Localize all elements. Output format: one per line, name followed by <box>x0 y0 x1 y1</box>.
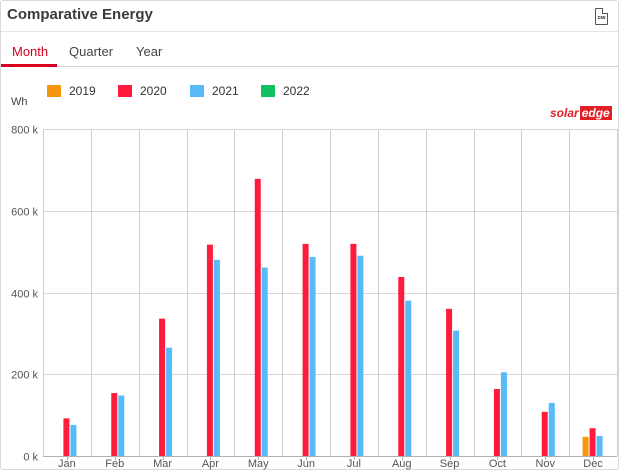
x-tick-label-dec: Dec <box>583 458 603 470</box>
bar-2020-nov <box>541 411 548 456</box>
y-tick-label-0: 0 k <box>23 452 38 464</box>
period-tabs: Month Quarter Year <box>1 32 618 67</box>
x-tick-label-nov: Nov <box>535 458 555 470</box>
bar-2021-jul <box>357 255 364 456</box>
x-tick-label-jun: Jun <box>297 458 315 470</box>
legend-swatch-2019 <box>47 85 61 97</box>
csv-export-icon[interactable]: csv <box>595 8 608 25</box>
bar-2020-dec <box>589 428 596 456</box>
bar-2021-nov <box>548 402 555 456</box>
legend-swatch-2020 <box>118 85 132 97</box>
bar-2021-apr <box>213 259 220 456</box>
bar-2020-apr <box>206 244 213 456</box>
x-tick-label-feb: Feb <box>105 458 124 470</box>
bar-2020-may <box>254 178 261 456</box>
x-tick-label-sep: Sep <box>440 458 460 470</box>
x-tick-label-apr: Apr <box>202 458 219 470</box>
bar-2021-may <box>261 267 268 456</box>
y-tick-label-3: 600 k <box>11 207 38 219</box>
bar-2020-feb <box>111 393 118 456</box>
bar-2021-dec <box>596 435 603 456</box>
bar-2020-jul <box>350 243 357 456</box>
y-axis-unit-label: Wh <box>11 96 28 108</box>
legend-swatch-2021 <box>190 85 204 97</box>
x-tick-label-may: May <box>248 458 269 470</box>
x-tick-label-jul: Jul <box>347 458 361 470</box>
csv-icon-text: csv <box>597 15 606 21</box>
bar-2021-feb <box>118 395 125 456</box>
x-tick-label-oct: Oct <box>489 458 506 470</box>
bar-2021-jun <box>309 256 316 456</box>
bar-2020-mar <box>159 318 166 456</box>
y-tick-label-1: 200 k <box>11 370 38 382</box>
bar-2019-dec <box>582 436 589 456</box>
active-tab-indicator <box>1 64 57 67</box>
tab-year[interactable]: Year <box>136 44 163 59</box>
y-tick-label-2: 400 k <box>11 289 38 301</box>
legend-swatch-2022 <box>261 85 275 97</box>
logo-text-solar: solar <box>550 106 579 120</box>
x-tick-label-aug: Aug <box>392 458 412 470</box>
widget-title: Comparative Energy <box>7 6 153 23</box>
bar-2021-sep <box>453 330 460 456</box>
logo-text-edge: edge <box>579 106 612 120</box>
x-tick-label-jan: Jan <box>58 458 76 470</box>
tab-quarter[interactable]: Quarter <box>69 44 114 59</box>
bar-2021-oct <box>500 372 507 456</box>
legend-label-2022: 2022 <box>283 84 310 98</box>
bar-2021-aug <box>405 300 412 456</box>
bar-2020-jan <box>63 418 70 456</box>
bar-2021-mar <box>166 347 173 456</box>
bar-2021-jan <box>70 424 77 456</box>
legend-label-2021: 2021 <box>212 84 239 98</box>
y-tick-label-4: 800 k <box>11 125 38 137</box>
bar-2020-oct <box>493 388 500 456</box>
bar-2020-jun <box>302 243 309 456</box>
x-tick-label-mar: Mar <box>153 458 172 470</box>
bar-2020-sep <box>446 308 453 456</box>
bar-2020-aug <box>398 276 405 456</box>
tab-month[interactable]: Month <box>12 44 49 59</box>
legend-label-2020: 2020 <box>140 84 167 98</box>
title-bar: Comparative Energy csv <box>1 1 618 32</box>
solaredge-logo: solar edge <box>550 106 612 122</box>
legend-label-2019: 2019 <box>69 84 96 98</box>
